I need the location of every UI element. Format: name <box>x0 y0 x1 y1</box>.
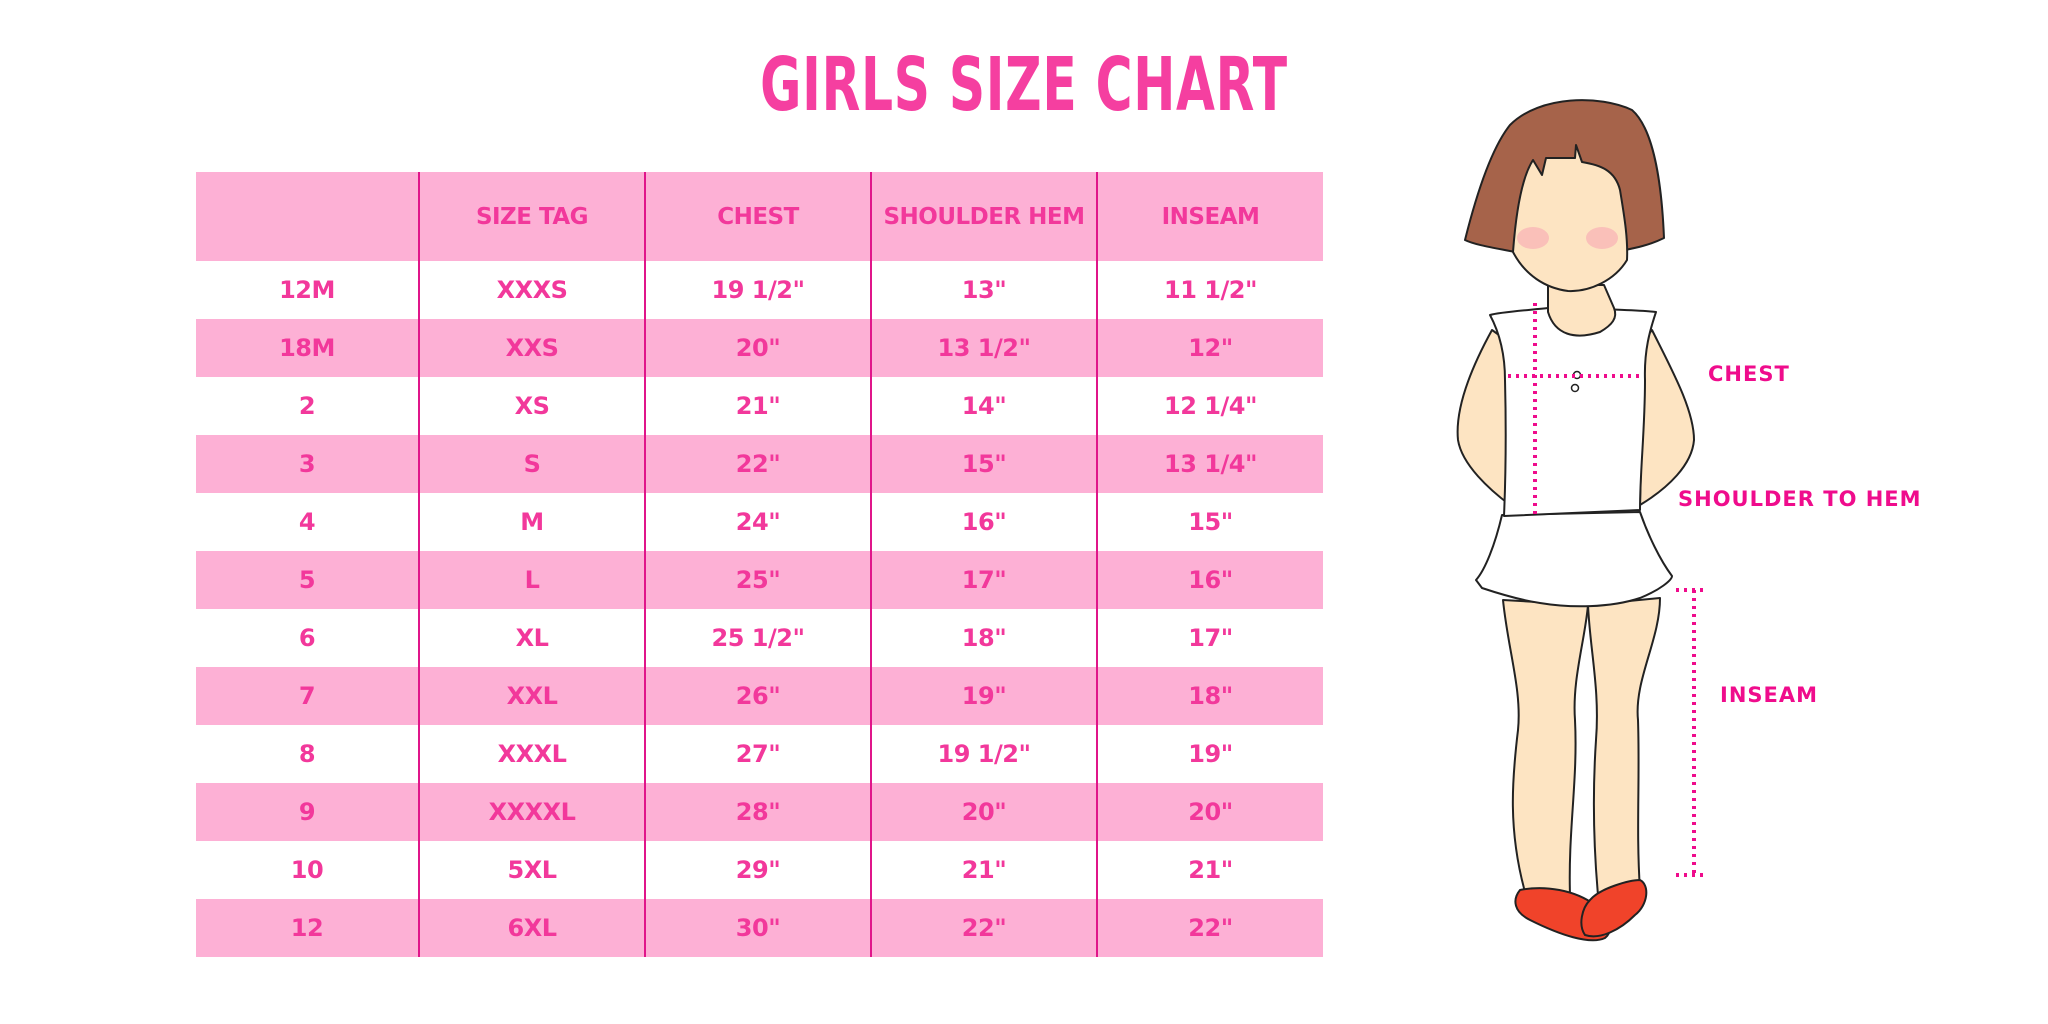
table-cell: 19" <box>1188 740 1233 768</box>
button <box>1570 383 1580 393</box>
table-cell: S <box>420 435 646 493</box>
table-cell: 16" <box>872 493 1098 551</box>
column-header: SHOULDER HEM <box>872 172 1098 261</box>
table-cell: 14" <box>872 377 1098 435</box>
size-chart-table: SIZE TAG CHEST SHOULDER HEM INSEAM 12M XXXS 19… <box>196 172 1323 957</box>
table-cell: 6 <box>196 609 420 667</box>
table-cell: 19 1/2" <box>872 725 1098 783</box>
table-row: 10 5XL 29" 21" 21" <box>196 841 1323 899</box>
right-shoe <box>1580 879 1648 938</box>
table-cell: 6XL <box>420 899 646 957</box>
table-cell: XXL <box>420 667 646 725</box>
shoulder-to-hem-label: SHOULDER TO HEM <box>1678 487 1922 511</box>
table-cell: 18" <box>872 609 1098 667</box>
table-cell: XXXL <box>420 725 646 783</box>
table-cell: 12" <box>1188 334 1233 362</box>
table-row: 3 S 22" 15" 13 1/4" <box>196 435 1323 493</box>
page-title: GIRLS SIZE CHART <box>760 42 1288 128</box>
table-cell: 20" <box>646 319 872 377</box>
table-row: 8 XXXL 27" 19 1/2" 19" <box>196 725 1323 783</box>
table-cell: 2 <box>196 377 420 435</box>
table-cell: 10 <box>196 841 420 899</box>
table-cell: 8 <box>196 725 420 783</box>
table-cell: 9 <box>196 783 420 841</box>
table-cell: 17" <box>872 551 1098 609</box>
table-cell: 19" <box>872 667 1098 725</box>
table-cell: 12 <box>196 899 420 957</box>
skirt <box>1475 511 1673 608</box>
table-cell: 11 1/2" <box>1164 276 1257 304</box>
table-cell: 22" <box>1188 914 1233 942</box>
left-cheek <box>1517 227 1549 249</box>
table-cell: 12 1/4" <box>1164 392 1257 420</box>
table-cell: 18" <box>1188 682 1233 710</box>
table-cell: 16" <box>1188 566 1233 594</box>
column-header: INSEAM <box>1161 203 1260 230</box>
table-row: 12M XXXS 19 1/2" 13" 11 1/2" <box>196 261 1323 319</box>
table-row: 9 XXXXL 28" 20" 20" <box>196 783 1323 841</box>
table-cell: 15" <box>872 435 1098 493</box>
table-cell: 22" <box>646 435 872 493</box>
table-cell: 28" <box>646 783 872 841</box>
table-cell: XXS <box>420 319 646 377</box>
column-header <box>196 172 420 261</box>
table-cell: 17" <box>1188 624 1233 652</box>
right-arm <box>1639 329 1695 506</box>
table-cell: 3 <box>196 435 420 493</box>
table-cell: XS <box>420 377 646 435</box>
table-cell: 27" <box>646 725 872 783</box>
table-cell: XXXXL <box>420 783 646 841</box>
table-cell: 13" <box>872 261 1098 319</box>
table-row: 6 XL 25 1/2" 18" 17" <box>196 609 1323 667</box>
table-cell: 25" <box>646 551 872 609</box>
table-cell: 25 1/2" <box>646 609 872 667</box>
neck <box>1547 284 1617 337</box>
table-cell: 30" <box>646 899 872 957</box>
table-row: 12 6XL 30" 22" 22" <box>196 899 1323 957</box>
table-cell: XXXS <box>420 261 646 319</box>
table-row: 7 XXL 26" 19" 18" <box>196 667 1323 725</box>
left-leg <box>1502 599 1589 896</box>
table-cell: 26" <box>646 667 872 725</box>
table-cell: 18M <box>196 319 420 377</box>
chest-label: CHEST <box>1708 362 1790 386</box>
table-cell: 24" <box>646 493 872 551</box>
table-row: 4 M 24" 16" 15" <box>196 493 1323 551</box>
right-cheek <box>1586 227 1618 249</box>
table-cell: 13 1/2" <box>872 319 1098 377</box>
table-cell: 4 <box>196 493 420 551</box>
table-cell: 12M <box>196 261 420 319</box>
face <box>1512 144 1629 293</box>
right-leg <box>1587 597 1661 896</box>
left-arm <box>1456 329 1511 506</box>
table-cell: 19 1/2" <box>646 261 872 319</box>
table-cell: 20" <box>872 783 1098 841</box>
table-cell: 21" <box>872 841 1098 899</box>
table-row: 2 XS 21" 14" 12 1/4" <box>196 377 1323 435</box>
table-cell: 5 <box>196 551 420 609</box>
table-row: 5 L 25" 17" 16" <box>196 551 1323 609</box>
table-cell: XL <box>420 609 646 667</box>
table-cell: 21" <box>1188 856 1233 884</box>
inseam-label: INSEAM <box>1720 683 1819 707</box>
table-cell: 22" <box>872 899 1098 957</box>
table-cell: 5XL <box>420 841 646 899</box>
shirt <box>1489 307 1657 517</box>
table-cell: M <box>420 493 646 551</box>
table-header: SIZE TAG CHEST SHOULDER HEM INSEAM <box>196 172 1323 261</box>
table-cell: 13 1/4" <box>1164 450 1257 478</box>
column-header: CHEST <box>646 172 872 261</box>
table-cell: 21" <box>646 377 872 435</box>
column-header: SIZE TAG <box>420 172 646 261</box>
table-cell: 15" <box>1188 508 1233 536</box>
table-cell: 7 <box>196 667 420 725</box>
table-cell: 20" <box>1188 798 1233 826</box>
table-cell: L <box>420 551 646 609</box>
table-row: 18M XXS 20" 13 1/2" 12" <box>196 319 1323 377</box>
table-cell: 29" <box>646 841 872 899</box>
